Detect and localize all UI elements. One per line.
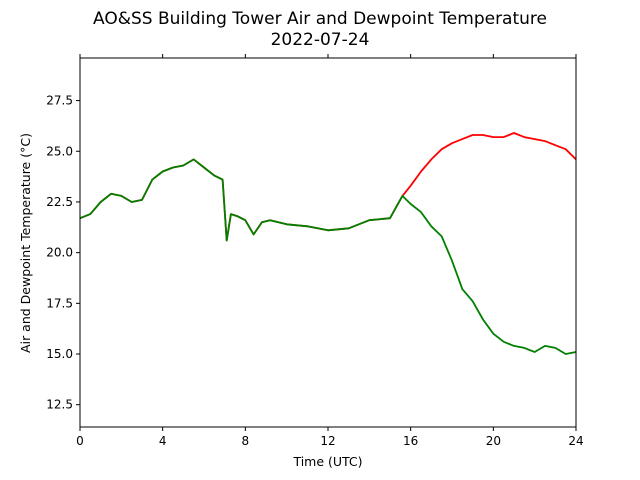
x-tick-label: 20: [486, 434, 501, 448]
x-tick-label: 16: [403, 434, 418, 448]
x-tick-label: 24: [568, 434, 583, 448]
y-tick-label: 27.5: [46, 94, 73, 108]
series-line-2: [79, 158, 577, 355]
x-tick-label: 8: [242, 434, 250, 448]
x-tick-label: 4: [159, 434, 167, 448]
chart-subtitle: 2022-07-24: [271, 30, 370, 50]
x-tick-label: 12: [320, 434, 335, 448]
chart-title: AO&SS Building Tower Air and Dewpoint Te…: [93, 9, 547, 29]
y-axis-ticks: 12.5 15.0 17.5 20.0 22.5 25.0 27.5: [46, 94, 80, 412]
y-tick-label: 20.0: [46, 246, 73, 260]
x-tick-label: 0: [76, 434, 84, 448]
x-axis-ticks: 0 4 8 12 16 20 24: [76, 54, 584, 448]
y-tick-label: 22.5: [46, 195, 73, 209]
y-tick-label: 25.0: [46, 144, 73, 158]
y-axis-label: Air and Dewpoint Temperature (°C): [18, 133, 33, 353]
y-tick-label: 15.0: [46, 347, 73, 361]
y-tick-label: 12.5: [46, 398, 73, 412]
series-layer: [79, 132, 577, 355]
x-axis-label: Time (UTC): [292, 454, 362, 469]
y-tick-label: 17.5: [46, 296, 73, 310]
